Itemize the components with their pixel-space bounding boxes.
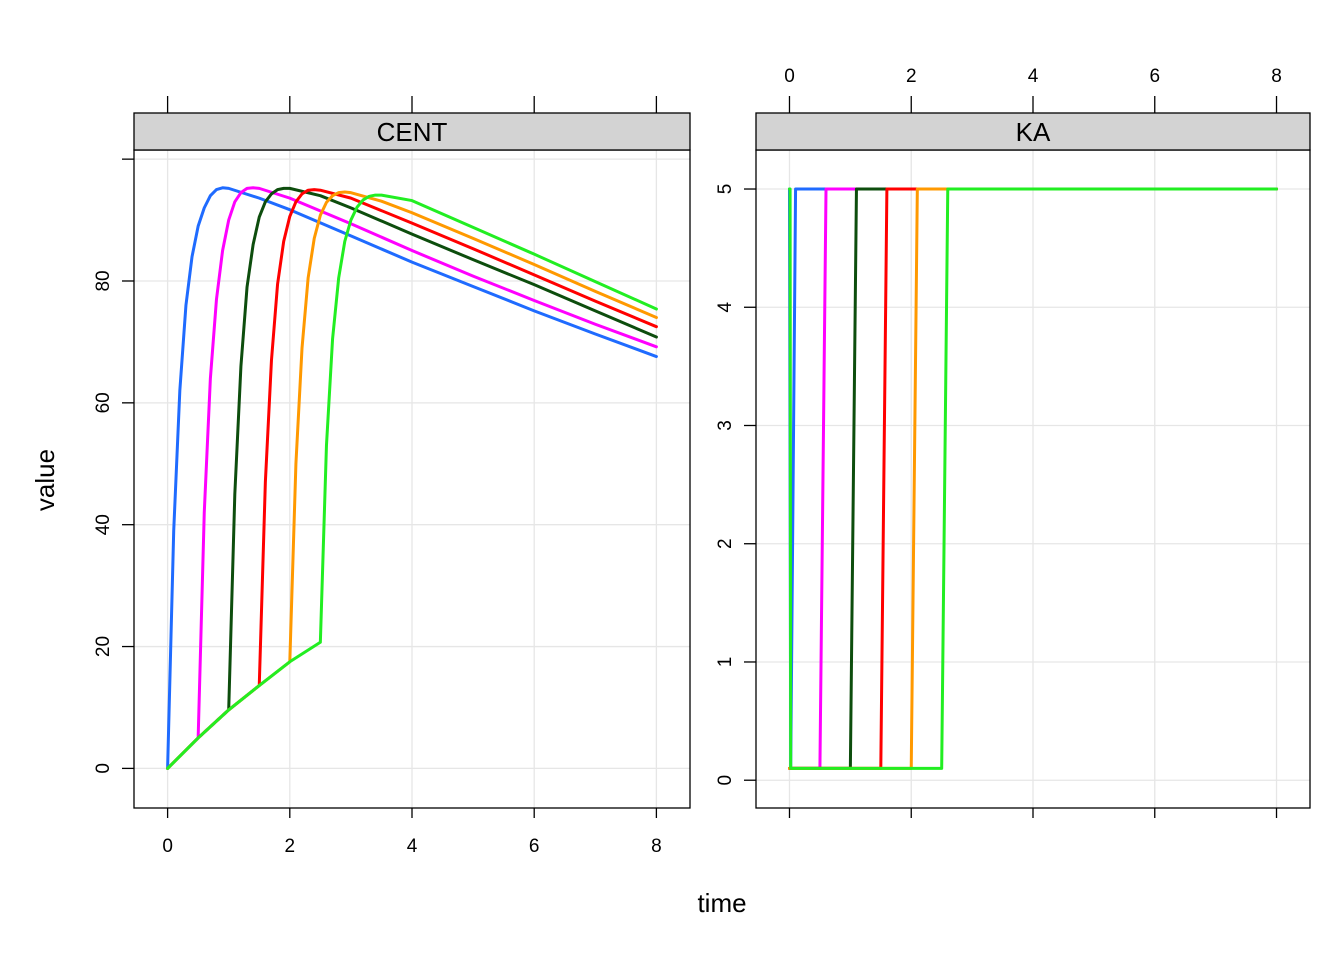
ka-y-tick-label: 0 <box>715 775 736 786</box>
cent-series-line-1 <box>166 186 658 770</box>
ka-y-tick-label: 4 <box>715 302 736 313</box>
cent-strip-label: CENT <box>377 117 448 147</box>
ka-x-tick-label: 6 <box>1149 66 1160 87</box>
cent-x-tick-label: 2 <box>285 836 296 857</box>
ka-series-group <box>787 187 1279 770</box>
x-axis-title: time <box>697 888 746 918</box>
ka-x-tick-label: 2 <box>906 66 917 87</box>
ka-x-tick-label: 0 <box>784 66 795 87</box>
y-axis-title: value <box>30 449 60 511</box>
panel-ka: KA 0 2 4 6 8 0 1 2 3 4 5 <box>715 66 1311 818</box>
cent-strip <box>133 112 691 151</box>
cent-y-tick-label: 0 <box>93 763 114 774</box>
cent-x-tick-label: 0 <box>162 836 173 857</box>
cent-y-tick-label: 60 <box>93 392 114 413</box>
ka-x-tick-label: 8 <box>1271 66 1282 87</box>
ka-y-tick-label: 2 <box>715 538 736 549</box>
cent-series-line-2 <box>166 186 658 770</box>
cent-x-tick-label: 6 <box>529 836 540 857</box>
ka-y-tick-label: 1 <box>715 657 736 668</box>
ka-x-tick-label: 4 <box>1028 66 1039 87</box>
ka-series-line-6 <box>787 187 1279 770</box>
ka-y-tick-label: 5 <box>715 184 736 195</box>
ka-strip-label: KA <box>1016 117 1051 147</box>
cent-x-tick-label: 4 <box>407 836 418 857</box>
cent-x-tick-label: 8 <box>651 836 662 857</box>
cent-y-tick-label: 20 <box>93 636 114 657</box>
cent-series-line-4 <box>166 188 658 770</box>
cent-series-group <box>166 186 658 770</box>
ka-y-tick-label: 3 <box>715 420 736 431</box>
cent-series-line-3 <box>166 186 658 770</box>
cent-y-tick-label: 40 <box>93 514 114 535</box>
cent-series-line-6 <box>166 193 658 770</box>
ka-strip <box>755 112 1311 151</box>
cent-y-tick-label: 80 <box>93 270 114 291</box>
